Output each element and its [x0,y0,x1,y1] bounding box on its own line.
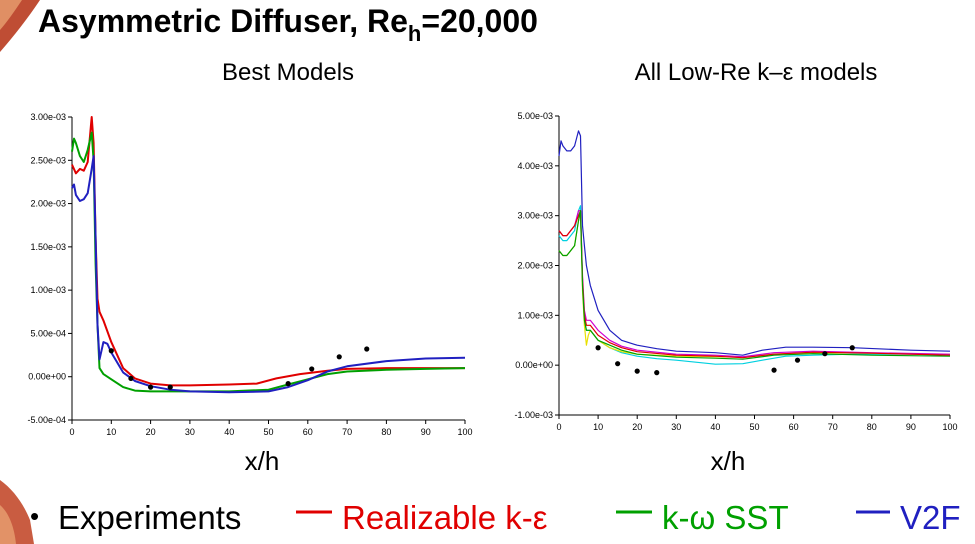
left-chart-experiment-point [108,348,114,354]
left-chart-experiment-point [364,346,370,352]
right-chart-y-tick-label: 5.00e-03 [517,111,553,121]
left-chart-x-tick-label: 90 [421,427,431,437]
right-chart-y-tick-label: 4.00e-03 [517,161,553,171]
right-chart-y-tick-label: 3.00e-03 [517,211,553,221]
left-chart-x-tick-label: 50 [263,427,273,437]
right-chart-x-tick-label: 10 [593,422,603,432]
left-chart-y-tick-label: -5.00e-04 [27,415,66,425]
right-chart-series-line-0 [558,130,951,356]
right-chart-x-tick-label: 40 [710,422,720,432]
right-chart-x-tick-label: 100 [942,422,957,432]
right-chart-series-line-2 [558,210,951,358]
right-chart-x-tick-label: 20 [632,422,642,432]
left-chart-y-tick-label: 3.00e-03 [30,112,66,122]
left-chart-x-tick-label: 80 [381,427,391,437]
right-chart-x-tick-label: 80 [867,422,877,432]
left-chart-x-tick-label: 100 [457,427,472,437]
right-chart-series-line-4 [558,210,951,359]
legend-label-realizable: Realizable k-ε [342,499,548,536]
left-chart-experiment-point [336,354,342,360]
left-chart-x-tick-label: 40 [224,427,234,437]
left-chart-title: Best Models [222,59,354,86]
right-chart-experiment-point [849,345,855,351]
right-chart-x-tick-label: 0 [556,422,561,432]
right-chart-experiment-point [794,357,801,363]
right-chart-x-tick-label: 90 [906,422,916,432]
right-chart-x-tick-label: 70 [828,422,838,432]
legend-label-v2f: V2F [900,499,961,536]
left-chart-x-tick-label: 70 [342,427,352,437]
left-chart-x-tick-label: 60 [303,427,313,437]
left-chart-y-tick-label: 5.00e-04 [30,328,66,338]
left-chart-xlabel: x/h [245,446,280,476]
right-chart-series-line-1 [558,205,951,365]
slide-title-subscript: h [408,21,421,46]
right-chart-series-line-5 [558,210,951,360]
left-chart-x-tick-label: 0 [69,427,74,437]
slide-title: Asymmetric Diffuser, Reh=20,000 [38,3,538,46]
right-chart-x-tick-label: 30 [671,422,681,432]
right-chart-title: All Low-Re k–ε models [635,59,878,86]
right-chart-experiment-point [634,368,640,374]
right-chart-y-tick-label: 1.00e-03 [517,310,553,320]
left-chart: -5.00e-04 0.00e+00 5.00e-04 1.00e-03 1.50e-0… [27,112,472,437]
left-chart-y-tick-label: 1.00e-03 [30,285,66,295]
left-chart-x-tick-label: 20 [146,427,156,437]
left-chart-experiment-point [148,384,154,390]
left-chart-series-line-0 [71,116,465,387]
right-chart-series-line-3 [558,210,951,358]
left-chart-x-tick-label: 30 [185,427,195,437]
right-chart: -1.00e-03 0.00e+00 1.00e-03 2.00e-03 3.00e-0… [514,111,957,432]
left-chart-y-tick-label: 2.50e-03 [30,155,66,165]
left-chart-y-tick-label: 2.00e-03 [30,199,66,209]
right-chart-y-tick-label: 2.00e-03 [517,261,553,271]
legend-bullet: • [30,501,39,531]
right-chart-xlabel: x/h [711,446,746,476]
slide-title-tail: =20,000 [421,3,538,39]
left-chart-y-tick-label: 1.50e-03 [30,242,66,252]
right-chart-x-tick-label: 60 [789,422,799,432]
right-chart-y-tick-label: -1.00e-03 [514,410,553,420]
right-chart-experiment-point [615,361,621,367]
decorative-swoosh-bottom-highlight [0,505,16,544]
right-chart-experiment-point [822,351,828,357]
right-chart-x-tick-label: 50 [749,422,759,432]
right-chart-experiment-point [595,345,601,351]
legend-label-experiments: Experiments [58,499,241,536]
left-chart-experiment-point [285,381,291,387]
left-chart-y-tick-label: 0.00e+00 [28,372,66,382]
decorative-swoosh-top-highlight [0,0,22,30]
left-chart-series-line-1 [71,131,466,393]
slide-title-main: Asymmetric Diffuser, Re [38,3,408,39]
left-chart-experiment-point [167,384,173,390]
left-chart-experiment-point [128,375,134,382]
left-chart-series-line-2 [71,155,466,394]
left-chart-x-tick-label: 10 [106,427,116,437]
right-chart-y-tick-label: 0.00e+00 [515,360,553,370]
right-chart-experiment-point [654,370,660,376]
right-chart-experiment-point [771,367,777,373]
legend: • Experiments Realizable k-ε k-ω SST V2F [30,499,961,536]
left-chart-experiment-point [309,366,315,372]
legend-label-sst: k-ω SST [662,499,789,536]
